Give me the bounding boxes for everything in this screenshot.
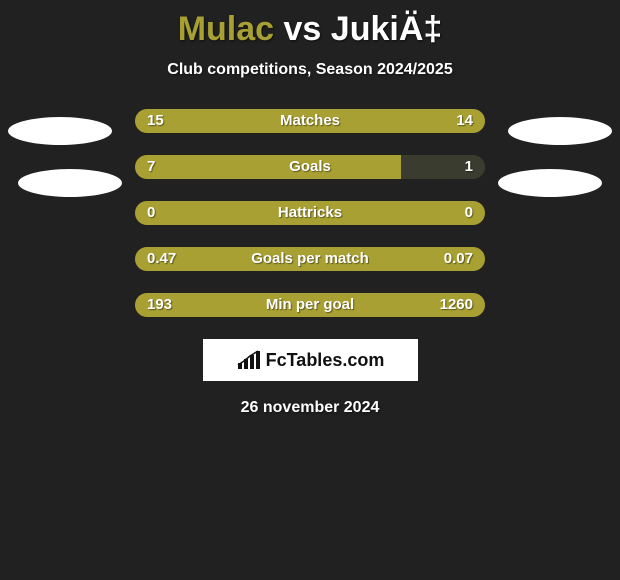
player1-badge-top <box>8 117 112 145</box>
stat-value-right: 14 <box>456 109 473 133</box>
subtitle: Club competitions, Season 2024/2025 <box>0 61 620 79</box>
title-player2: JukiÄ‡ <box>331 10 443 48</box>
page-title: Mulac vs JukiÄ‡ <box>0 0 620 49</box>
stat-row: 0Hattricks0 <box>135 201 485 225</box>
stat-row: 0.47Goals per match0.07 <box>135 247 485 271</box>
stat-label: Hattricks <box>135 201 485 225</box>
page-root: Mulac vs JukiÄ‡ Club competitions, Seaso… <box>0 0 620 580</box>
stat-label: Goals per match <box>135 247 485 271</box>
stat-label: Goals <box>135 155 485 179</box>
stat-value-right: 1 <box>465 155 473 179</box>
stat-row: 15Matches14 <box>135 109 485 133</box>
stat-value-right: 0.07 <box>444 247 473 271</box>
player1-badge-bottom <box>18 169 122 197</box>
player2-badge-top <box>508 117 612 145</box>
stat-label: Matches <box>135 109 485 133</box>
stat-value-right: 0 <box>465 201 473 225</box>
stat-value-right: 1260 <box>440 293 473 317</box>
logo-inner: FcTables.com <box>236 349 385 371</box>
stats-section: 15Matches14 7Goals1 0Hattricks0 0.47Goals p… <box>0 109 620 317</box>
logo-text: FcTables.com <box>266 350 385 371</box>
logo-box[interactable]: FcTables.com <box>203 339 418 381</box>
title-player1: Mulac <box>178 10 274 48</box>
stat-label: Min per goal <box>135 293 485 317</box>
title-vs: vs <box>284 10 322 48</box>
stat-row: 7Goals1 <box>135 155 485 179</box>
stat-row: 193Min per goal1260 <box>135 293 485 317</box>
fctables-icon <box>236 349 262 371</box>
player2-badge-bottom <box>498 169 602 197</box>
date-line: 26 november 2024 <box>0 399 620 417</box>
